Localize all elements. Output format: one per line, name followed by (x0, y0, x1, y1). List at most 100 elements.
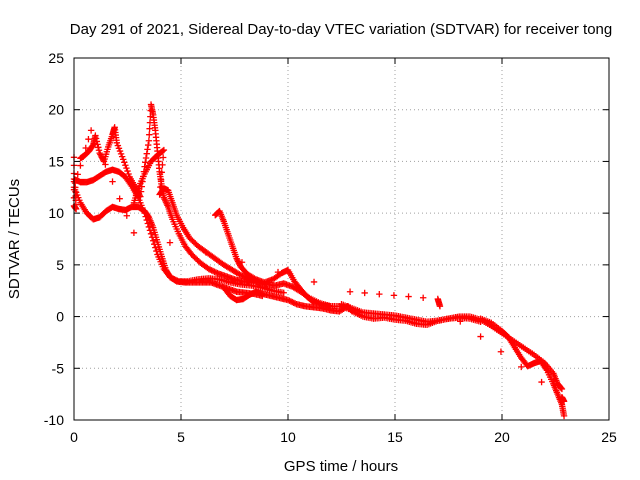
data-point (212, 269, 220, 276)
data-point (141, 209, 148, 217)
data-point (143, 150, 150, 157)
y-axis-ticks: 25 20 15 10 5 0 -5 -10 (44, 50, 609, 428)
data-point (151, 240, 158, 248)
data-point (147, 230, 155, 238)
data-point (121, 159, 128, 166)
data-point (160, 146, 168, 154)
data-point (171, 276, 178, 283)
data-point (280, 289, 287, 296)
data-point (457, 318, 464, 325)
data-point (405, 293, 412, 300)
data-point (390, 292, 398, 299)
data-point (92, 135, 100, 142)
data-point (289, 298, 296, 306)
data-point (205, 265, 213, 273)
data-point (146, 227, 154, 234)
y-tick-label: -10 (44, 412, 64, 428)
data-point (159, 154, 167, 161)
data-point (497, 348, 505, 355)
y-tick-label: 5 (56, 257, 64, 273)
data-point (146, 125, 153, 132)
y-tick-label: 25 (48, 50, 64, 66)
data-point (71, 179, 79, 187)
data-point (174, 277, 181, 284)
x-tick-label: 20 (494, 429, 510, 445)
data-markers (70, 101, 568, 420)
data-point (77, 162, 84, 169)
data-point (123, 212, 130, 219)
data-point (157, 176, 165, 183)
y-tick-label: 20 (48, 102, 64, 118)
data-point (168, 274, 175, 282)
data-point (148, 234, 156, 241)
data-point (85, 135, 92, 143)
data-point (251, 275, 258, 282)
series-track-h (477, 315, 568, 420)
chart-title: Day 291 of 2021, Sidereal Day-to-day VTE… (70, 21, 612, 38)
data-point (145, 223, 153, 231)
data-point (100, 156, 107, 164)
data-point (167, 274, 174, 281)
x-tick-label: 25 (601, 429, 617, 445)
data-point (558, 384, 565, 392)
data-point (149, 237, 157, 244)
data-point (93, 138, 101, 145)
data-point (361, 289, 368, 297)
data-point (144, 146, 151, 153)
x-axis-label: GPS time / hours (284, 458, 398, 475)
data-point (538, 378, 545, 386)
data-point (207, 266, 214, 273)
series-track-g (338, 300, 566, 393)
series-track-e (212, 207, 356, 314)
data-point (560, 398, 568, 405)
y-tick-label: 0 (56, 309, 64, 325)
data-point (310, 278, 318, 286)
data-point (419, 294, 427, 301)
data-point (211, 268, 218, 275)
data-point (144, 141, 152, 149)
x-tick-label: 10 (280, 429, 296, 445)
y-tick-label: 10 (48, 205, 64, 221)
data-point (287, 298, 295, 305)
data-point (159, 147, 167, 155)
data-point (145, 137, 153, 144)
y-axis-label: SDTVAR / TECUs (6, 179, 23, 299)
data-point (87, 127, 95, 134)
data-point (238, 259, 246, 266)
data-point (94, 141, 101, 148)
data-point (286, 297, 293, 304)
y-tick-label: -5 (52, 360, 65, 376)
data-point (102, 161, 109, 168)
data-point (74, 171, 81, 178)
series-track-c (77, 101, 255, 286)
data-point (290, 299, 297, 306)
data-point (158, 169, 165, 176)
data-point (146, 131, 153, 138)
data-point (123, 164, 130, 172)
data-point (92, 132, 99, 139)
data-point (142, 159, 149, 166)
data-point (291, 300, 299, 307)
data-point (109, 178, 116, 185)
data-point (79, 153, 87, 160)
data-point (95, 144, 102, 151)
data-point (137, 193, 144, 200)
data-point (137, 188, 145, 195)
data-point (152, 244, 159, 251)
data-point (346, 288, 354, 295)
data-point (143, 216, 150, 224)
data-point (518, 363, 525, 371)
data-point (284, 296, 292, 304)
data-point (376, 290, 383, 298)
data-point (142, 154, 150, 162)
data-point (125, 170, 132, 178)
data-point (239, 272, 246, 280)
x-tick-label: 5 (177, 429, 185, 445)
data-point (172, 276, 180, 284)
data-point (120, 156, 127, 163)
plot-frame (73, 57, 610, 421)
data-point (169, 275, 177, 282)
x-tick-label: 0 (70, 429, 78, 445)
y-tick-label: 15 (48, 153, 64, 169)
